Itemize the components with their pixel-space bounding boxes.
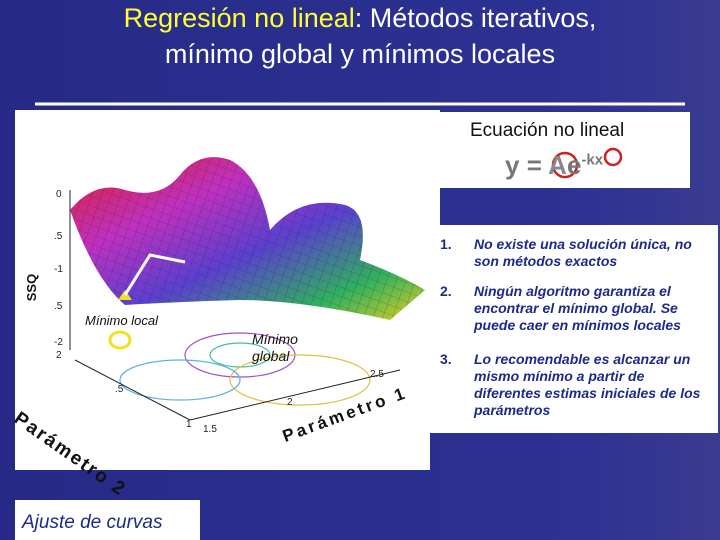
contours <box>119 332 371 406</box>
equation-label: Ecuación no lineal <box>470 120 625 141</box>
highlight-k <box>603 147 623 167</box>
tick-label: .5 <box>54 301 63 312</box>
tick-label: -2 <box>54 337 63 348</box>
bullet-panel <box>428 225 718 433</box>
highlight-A <box>551 151 579 179</box>
tick-label: .5 <box>54 231 63 242</box>
title: Regresión no lineal: Métodos iterativos,… <box>123 3 597 69</box>
z-axis-label: SSQ <box>24 273 40 302</box>
global-minimum-label: Mínimo global <box>252 331 298 364</box>
surface <box>70 157 425 350</box>
tick-label: .5 <box>115 384 124 395</box>
equation: y = Ae-kx <box>505 150 604 180</box>
footer-panel <box>15 500 200 540</box>
tick-label: 2.5 <box>370 369 384 380</box>
tick-label: 1 <box>186 419 192 430</box>
tick-label: 0 <box>56 189 62 200</box>
tick-label: 1.5 <box>203 424 217 435</box>
tick-label: -1 <box>54 264 63 275</box>
local-minimum-label: Mínimo local <box>85 313 158 328</box>
footer: Ajuste de curvas <box>22 512 163 533</box>
tick-label: 2 <box>56 350 62 361</box>
tick-label: 2 <box>287 397 293 408</box>
axes <box>69 190 401 421</box>
